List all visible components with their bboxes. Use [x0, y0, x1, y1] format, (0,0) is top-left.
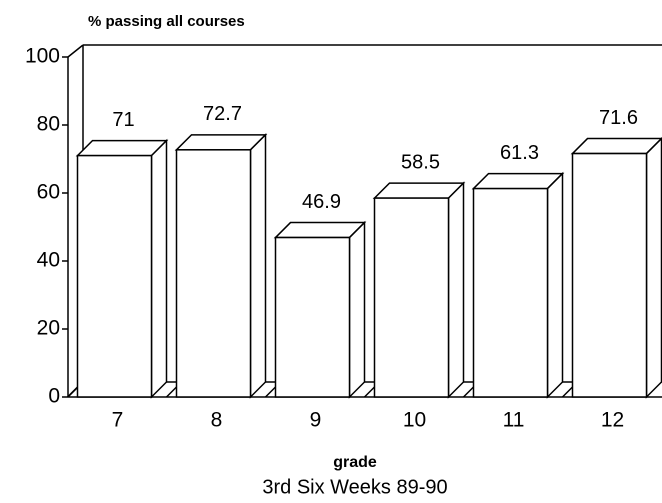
bar-side	[645, 136, 662, 399]
x-tick-label: 8	[211, 409, 223, 432]
bar	[175, 149, 252, 398]
y-axis-label: % passing all courses	[88, 13, 245, 30]
x-tick-label: 7	[112, 409, 124, 432]
x-tick-label: 12	[601, 409, 624, 432]
bar-side	[447, 181, 465, 399]
bar	[274, 236, 351, 398]
value-label: 58.5	[401, 151, 440, 173]
chart-title: 3rd Six Weeks 89-90	[262, 476, 447, 498]
x-tick-label: 11	[503, 409, 525, 432]
x-tick-label: 9	[310, 409, 322, 432]
bar	[76, 154, 153, 398]
bar-side	[348, 220, 366, 399]
value-label: 71	[112, 109, 134, 131]
bar	[571, 152, 648, 398]
y-tick-label: 80	[37, 113, 60, 136]
bar	[472, 187, 549, 398]
y-tick-label: 60	[37, 181, 60, 204]
y-tick-label: 40	[37, 249, 60, 272]
axis-depth	[67, 44, 84, 58]
x-axis-label: grade	[333, 454, 377, 471]
y-tick-label: 20	[37, 317, 60, 340]
value-label: 46.9	[302, 191, 341, 213]
value-label: 71.6	[599, 107, 638, 129]
value-label: 61.3	[500, 142, 539, 164]
x-tick-label: 10	[403, 409, 426, 432]
y-tick-label: 100	[25, 45, 60, 68]
bar-side	[546, 171, 564, 399]
bar-side	[249, 133, 267, 399]
bar	[373, 197, 450, 398]
y-tick-label: 0	[48, 385, 60, 408]
bar-side	[150, 138, 168, 399]
value-label: 72.7	[203, 103, 242, 125]
